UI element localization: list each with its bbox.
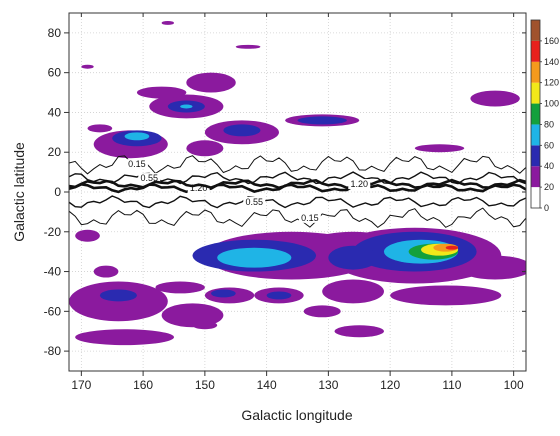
colorbar-swatch [531, 145, 540, 167]
density-regions [69, 20, 526, 346]
y-tick-label: 60 [48, 66, 62, 80]
density-region-20 [155, 281, 205, 294]
y-axis: 80 60 40 20 0 -20 -40 -60 -80 [44, 26, 526, 358]
contour-label: 1.20 [190, 183, 208, 193]
density-region-40 [328, 245, 378, 270]
y-tick-label: 80 [48, 26, 62, 40]
density-region-40 [223, 124, 261, 137]
y-tick-label: 20 [48, 145, 62, 159]
x-axis-title: Galactic longitude [241, 407, 353, 423]
density-region-20 [75, 329, 174, 346]
contour-label-bg [138, 173, 161, 184]
y-axis-title: Galactic latitude [11, 142, 27, 242]
density-region-20 [235, 44, 261, 49]
contour-1.20 [69, 178, 526, 190]
colorbar-tick-label: 120 [544, 78, 559, 88]
colorbar-tick-label: 60 [544, 140, 554, 150]
colorbar-swatch [531, 82, 540, 104]
y-tick-label: -80 [44, 344, 62, 358]
density-region-20 [322, 279, 384, 304]
colorbar-swatch [531, 40, 540, 62]
y-tick-label: -40 [44, 265, 62, 279]
contour-label-bg [125, 159, 148, 170]
density-region-20 [161, 20, 174, 25]
density-region-40 [99, 289, 137, 302]
colorbar-swatch [531, 187, 540, 208]
density-region-20 [87, 124, 113, 133]
y-tick-label: -20 [44, 225, 62, 239]
density-region-20 [69, 281, 168, 322]
x-tick-label: 130 [318, 378, 338, 392]
density-region-40 [266, 291, 292, 300]
contour-lines: 0.15 0.55 1.20 1.20 0.55 0.15 [69, 155, 526, 229]
x-tick-label: 150 [195, 378, 215, 392]
colorbar-tick-label: 140 [544, 57, 559, 67]
colorbar-swatch [531, 166, 540, 188]
x-tick-label: 110 [442, 378, 461, 392]
density-region-20 [186, 140, 224, 157]
y-tick-label: -60 [44, 304, 62, 318]
contour-0.15 [69, 207, 526, 229]
x-tick-label: 170 [71, 378, 91, 392]
contour-label-bg [348, 179, 371, 190]
density-region-20 [93, 265, 119, 278]
density-region-20 [390, 285, 502, 306]
density-region-20 [458, 255, 526, 280]
colorbar-frame [530, 19, 541, 209]
contour-label: 1.20 [350, 179, 368, 189]
colorbar-tick-label: 40 [544, 161, 554, 171]
contour-label-bg [298, 212, 321, 223]
density-region-20 [75, 229, 100, 242]
density-region-60 [217, 247, 292, 268]
colorbar-tick-label: 20 [544, 182, 554, 192]
colorbar-swatch [531, 20, 540, 41]
density-region-40 [211, 289, 236, 298]
density-region-60 [124, 132, 150, 141]
density-region-40 [297, 116, 347, 125]
y-tick-label: 0 [54, 185, 61, 199]
contour-label-bg [187, 183, 210, 194]
density-region-20 [470, 90, 520, 107]
density-region-20 [186, 72, 236, 93]
contour-label: 0.15 [301, 213, 319, 223]
y-tick-label: 40 [48, 105, 62, 119]
density-region-20 [303, 305, 341, 318]
colorbar-tick-label: 0 [544, 203, 549, 213]
density-region-60 [180, 104, 193, 109]
density-region-20 [136, 86, 187, 99]
density-region-20 [334, 325, 384, 338]
density-region-20 [161, 303, 224, 328]
colorbar-swatch [531, 124, 540, 146]
colorbar-tick-label: 160 [544, 36, 559, 46]
density-region-20 [81, 64, 94, 69]
contour-label-bg [243, 196, 266, 207]
density-region-140 [445, 245, 459, 250]
contour-0.55 [69, 195, 526, 209]
contour-label: 0.15 [128, 159, 146, 169]
x-tick-label: 120 [380, 378, 400, 392]
colorbar-tick-label: 80 [544, 119, 554, 129]
contour-label: 0.55 [141, 173, 159, 183]
colorbar-swatch [531, 103, 540, 125]
colorbar-tick-label: 100 [544, 99, 559, 109]
x-axis: 170 160 150 140 130 120 110 100 [71, 13, 524, 392]
density-region-20 [414, 144, 465, 153]
colorbar: 0 20 40 60 80 100 120 140 160 [530, 19, 559, 213]
colorbar-swatch [531, 61, 540, 83]
contour-label: 0.55 [246, 197, 264, 207]
x-tick-label: 140 [257, 378, 277, 392]
x-tick-label: 160 [133, 378, 153, 392]
x-tick-label: 100 [504, 378, 524, 392]
density-region-20 [192, 321, 218, 330]
